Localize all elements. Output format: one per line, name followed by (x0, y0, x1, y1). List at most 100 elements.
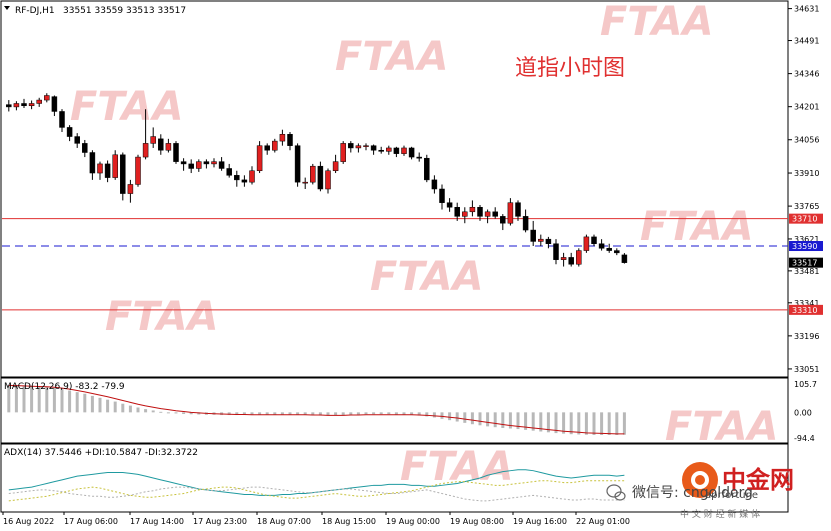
level-label-box (789, 213, 823, 224)
adx-label: ADX(14) 37.5446 +DI:10.5847 -DI:32.3722 (4, 448, 198, 458)
macd-bar (303, 412, 307, 416)
macd-bar (607, 412, 611, 435)
macd-bar (182, 412, 186, 414)
macd-bar (37, 386, 41, 413)
time-axis-label: 19 Aug 08:00 (450, 517, 504, 526)
candle (180, 158, 187, 171)
candle (211, 158, 217, 168)
candle (294, 143, 301, 187)
candle (36, 97, 42, 107)
macd-histogram (7, 384, 626, 435)
candle (614, 248, 620, 256)
macd-bar (493, 412, 497, 428)
time-axis-label: 17 Aug 06:00 (64, 517, 118, 526)
adx-lines (8, 469, 625, 502)
macd-bar (128, 405, 132, 413)
adx-pane[interactable]: ADX(14) 37.5446 +DI:10.5847 -DI:32.3722 (0, 443, 789, 513)
macd-frame (0, 377, 789, 444)
candle (484, 209, 491, 224)
macd-bar (600, 412, 604, 435)
candle (439, 184, 445, 210)
candle (598, 239, 605, 251)
candle (279, 129, 286, 146)
price-axis-label: 34631 (794, 5, 819, 14)
macd-bar (166, 412, 170, 414)
brand-partial-url: aprfortune (705, 490, 758, 501)
macd-bar (531, 412, 535, 431)
macd-bar (7, 384, 11, 413)
candle (51, 95, 58, 117)
candlestick-series (6, 93, 628, 267)
macd-bar (463, 412, 467, 423)
macd-axis-label: 0.00 (794, 408, 812, 417)
macd-bar (106, 399, 110, 413)
symbol-timeframe: RF-DJ,H1 (15, 6, 55, 16)
candle (576, 248, 582, 267)
price-axis-label: 33621 (794, 235, 819, 244)
macd-bar (258, 412, 262, 415)
macd-bar (622, 412, 626, 435)
macd-bar (144, 409, 148, 413)
candle (82, 139, 88, 158)
macd-bar (14, 385, 18, 413)
time-axis-label: 18 Aug 15:00 (322, 517, 376, 526)
watermark-text: FTAA (335, 34, 448, 80)
macd-bar (546, 412, 550, 433)
candle (363, 143, 369, 151)
price-axis[interactable]: 34631 34491 34346 34201 34056 33910 33765 33621… (788, 5, 819, 374)
candle (59, 109, 65, 132)
macd-bar (311, 412, 315, 416)
adx-frame (0, 443, 789, 513)
candle (416, 152, 422, 162)
macd-bar (402, 412, 406, 415)
macd-pane[interactable]: 105.7 0.00 -94.4 MACD(12,26,9) -83.2 -79.9 (0, 377, 817, 444)
level-label-box (789, 304, 823, 315)
candle (142, 109, 149, 160)
candle (234, 170, 240, 187)
wechat-id: 微信号: cngoldorg (632, 485, 753, 501)
macd-bar (592, 412, 596, 435)
price-axis-label: 33341 (794, 299, 819, 308)
candle (287, 131, 293, 151)
wechat-icon (606, 484, 626, 501)
brand-subtitle: 中 文 财 经 新 媒 体 (680, 508, 760, 520)
macd-bar (508, 412, 512, 429)
macd-bar (30, 386, 34, 413)
candle (89, 150, 96, 180)
candle (104, 160, 111, 183)
macd-bar (539, 412, 543, 432)
level-label: 33310 (792, 306, 817, 315)
chart-header: RF-DJ,H1 33551 33559 33513 33517 (4, 6, 186, 16)
macd-bar (265, 412, 269, 415)
price-axis-label: 33051 (794, 365, 819, 374)
candle (173, 141, 179, 164)
horizontal-levels[interactable] (2, 218, 788, 311)
price-chart-pane[interactable]: 34631 34491 34346 34201 34056 33910 33765 33621… (0, 0, 823, 378)
level-label: 33590 (792, 242, 817, 251)
price-axis-label: 33196 (794, 332, 819, 341)
macd-bar (577, 412, 581, 435)
candle (560, 252, 567, 267)
candle (355, 143, 362, 153)
candle (256, 141, 263, 174)
candle (462, 207, 468, 224)
time-axis: 16 Aug 2022 17 Aug 06:00 17 Aug 14:00 17 Au… (2, 512, 630, 526)
macd-bar (189, 412, 193, 415)
macd-bar (280, 412, 284, 415)
watermark-text: FTAA (640, 204, 753, 250)
brand-logo: 中金网 中 文 财 经 新 媒 体 aprfortune 微信号: cngold… (606, 462, 794, 520)
dropdown-triangle-icon[interactable] (4, 6, 10, 10)
candle (553, 239, 559, 265)
candle (28, 100, 35, 110)
macd-bar (440, 412, 444, 419)
candle (378, 146, 384, 154)
watermark-text: FTAA (370, 254, 483, 300)
candle (112, 150, 118, 180)
candle (241, 175, 248, 187)
macd-bar (569, 412, 573, 435)
candle (74, 133, 80, 148)
price-axis-label: 34491 (794, 37, 819, 46)
macd-axis-label: -94.4 (794, 434, 815, 443)
macd-bar (349, 412, 353, 415)
